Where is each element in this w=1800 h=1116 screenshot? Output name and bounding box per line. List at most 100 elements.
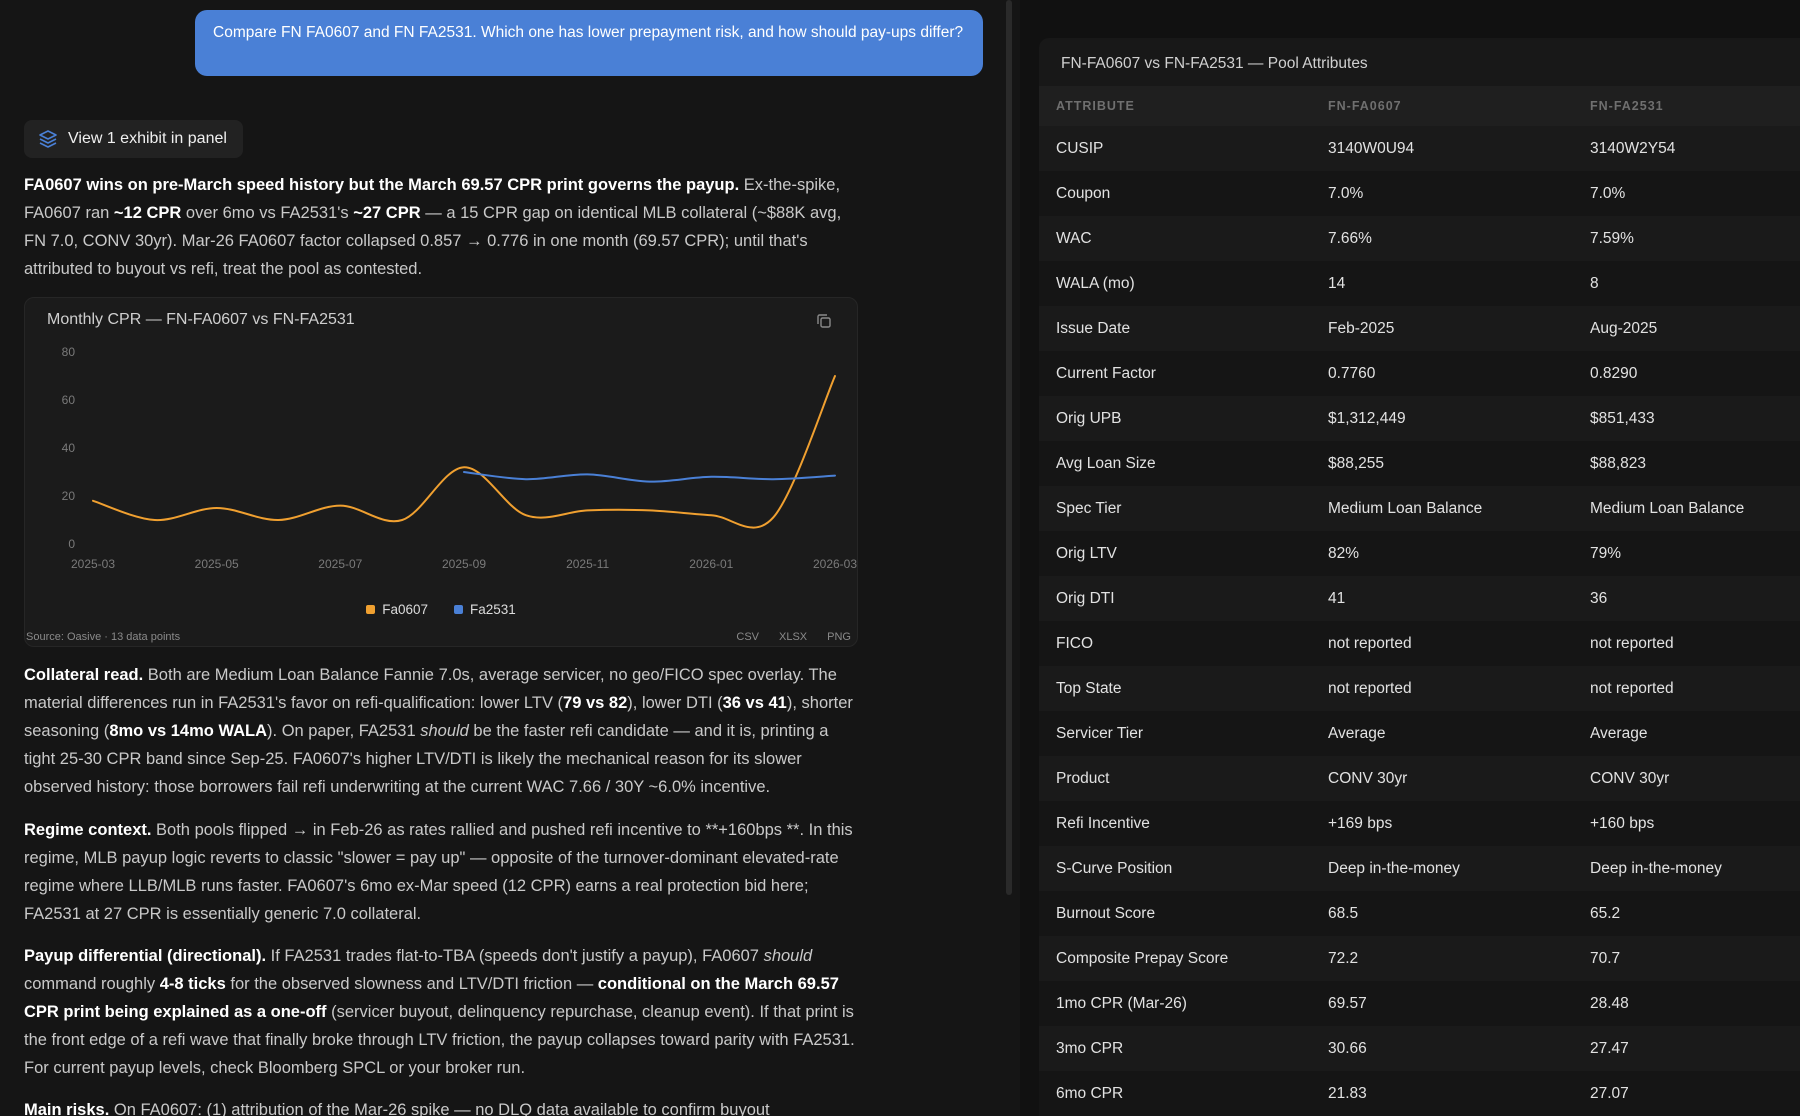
fa2531-value-cell: 70.7 xyxy=(1590,936,1800,981)
y-tick-label: 40 xyxy=(62,441,76,455)
table-row: WALA (mo) 14 8 xyxy=(1039,261,1800,306)
cpr-chart-card: Monthly CPR — FN-FA0607 vs FN-FA2531 0 20… xyxy=(24,297,858,647)
export-links: CSV XLSX PNG xyxy=(736,631,851,643)
attribute-name-cell: Orig LTV xyxy=(1039,531,1328,576)
attribute-name-cell: WALA (mo) xyxy=(1039,261,1328,306)
view-exhibit-button[interactable]: View 1 exhibit in panel xyxy=(24,120,243,158)
fa0607-value-cell: 72.2 xyxy=(1328,936,1590,981)
fa2531-value-cell: Deep in-the-money xyxy=(1590,846,1800,891)
legend-swatch-fa0607 xyxy=(366,605,376,614)
export-xlsx-button[interactable]: XLSX xyxy=(779,631,808,643)
fa0607-value-cell: not reported xyxy=(1328,621,1590,666)
export-csv-button[interactable]: CSV xyxy=(736,631,760,643)
chat-pane: Compare FN FA0607 and FN FA2531. Which o… xyxy=(24,10,983,1116)
fa2531-value-cell: not reported xyxy=(1590,666,1800,711)
layers-icon xyxy=(39,130,57,148)
attribute-name-cell: Composite Prepay Score xyxy=(1039,936,1328,981)
series-line-fa0607 xyxy=(92,375,836,529)
attribute-name-cell: Spec Tier xyxy=(1039,486,1328,531)
fa0607-value-cell: Average xyxy=(1328,711,1590,756)
chart-legend: Fa0607 Fa2531 xyxy=(25,602,857,617)
fa0607-value-cell: 30.66 xyxy=(1328,1026,1590,1071)
x-tick-label: 2025-03 xyxy=(71,557,115,571)
attribute-name-cell: Burnout Score xyxy=(1039,891,1328,936)
column-header-fa2531: FN-FA2531 xyxy=(1590,86,1800,126)
attribute-name-cell: WAC xyxy=(1039,216,1328,261)
fa2531-value-cell: 79% xyxy=(1590,531,1800,576)
export-png-button[interactable]: PNG xyxy=(827,631,851,643)
fa0607-value-cell: 7.66% xyxy=(1328,216,1590,261)
fa0607-value-cell: 3140W0U94 xyxy=(1328,126,1590,171)
attribute-name-cell: Product xyxy=(1039,756,1328,801)
fa2531-value-cell: not reported xyxy=(1590,621,1800,666)
fa2531-value-cell: $88,823 xyxy=(1590,441,1800,486)
fa0607-value-cell: 0.7760 xyxy=(1328,351,1590,396)
chart-title: Monthly CPR — FN-FA0607 vs FN-FA2531 xyxy=(47,311,355,328)
fa2531-value-cell: 27.47 xyxy=(1590,1026,1800,1071)
fa2531-value-cell: Medium Loan Balance xyxy=(1590,486,1800,531)
fa0607-value-cell: 82% xyxy=(1328,531,1590,576)
view-exhibit-label: View 1 exhibit in panel xyxy=(68,130,227,147)
legend-label-fa0607: Fa0607 xyxy=(382,602,428,617)
fa0607-value-cell: 68.5 xyxy=(1328,891,1590,936)
pool-attributes-table: ATTRIBUTE FN-FA0607 FN-FA2531 CUSIP 3140W… xyxy=(1039,86,1800,1116)
fa2531-value-cell: Aug-2025 xyxy=(1590,306,1800,351)
table-row: Top State not reported not reported xyxy=(1039,666,1800,711)
fa2531-value-cell: 0.8290 xyxy=(1590,351,1800,396)
table-row: CUSIP 3140W0U94 3140W2Y54 xyxy=(1039,126,1800,171)
legend-swatch-fa2531 xyxy=(454,605,463,614)
table-row: Avg Loan Size $88,255 $88,823 xyxy=(1039,441,1800,486)
attribute-name-cell: Refi Incentive xyxy=(1039,801,1328,846)
fa0607-value-cell: $1,312,449 xyxy=(1328,396,1590,441)
table-row: Orig LTV 82% 79% xyxy=(1039,531,1800,576)
table-row: Orig DTI 41 36 xyxy=(1039,576,1800,621)
fa2531-value-cell: 7.0% xyxy=(1590,171,1800,216)
fa2531-value-cell: 8 xyxy=(1590,261,1800,306)
fa2531-value-cell: 36 xyxy=(1590,576,1800,621)
x-tick-label: 2025-11 xyxy=(566,557,609,571)
attribute-name-cell: Top State xyxy=(1039,666,1328,711)
fa0607-value-cell: 41 xyxy=(1328,576,1590,621)
fa2531-value-cell: 65.2 xyxy=(1590,891,1800,936)
attribute-name-cell: 1mo CPR (Mar-26) xyxy=(1039,981,1328,1026)
column-header-fa0607: FN-FA0607 xyxy=(1328,86,1590,126)
answer-paragraph-regime: Regime context. Both pools flipped → in … xyxy=(24,821,853,923)
x-tick-label: 2026-01 xyxy=(689,557,733,571)
table-row: FICO not reported not reported xyxy=(1039,621,1800,666)
x-tick-label: 2025-07 xyxy=(318,557,362,571)
fa0607-value-cell: +169 bps xyxy=(1328,801,1590,846)
table-header-row: ATTRIBUTE FN-FA0607 FN-FA2531 xyxy=(1039,86,1800,126)
x-tick-label: 2025-05 xyxy=(195,557,239,571)
pane-resize-handle[interactable] xyxy=(1006,0,1012,895)
fa2531-value-cell: 28.48 xyxy=(1590,981,1800,1026)
table-row: WAC 7.66% 7.59% xyxy=(1039,216,1800,261)
fa2531-value-cell: CONV 30yr xyxy=(1590,756,1800,801)
fa2531-value-cell: $851,433 xyxy=(1590,396,1800,441)
fa0607-value-cell: Medium Loan Balance xyxy=(1328,486,1590,531)
user-message: Compare FN FA0607 and FN FA2531. Which o… xyxy=(195,10,983,76)
y-tick-label: 20 xyxy=(62,489,76,503)
fa0607-value-cell: $88,255 xyxy=(1328,441,1590,486)
table-row: S-Curve Position Deep in-the-money Deep in… xyxy=(1039,846,1800,891)
attribute-name-cell: Orig DTI xyxy=(1039,576,1328,621)
attribute-name-cell: Avg Loan Size xyxy=(1039,441,1328,486)
y-tick-label: 0 xyxy=(68,537,75,551)
fa0607-value-cell: 69.57 xyxy=(1328,981,1590,1026)
table-row: Issue Date Feb-2025 Aug-2025 xyxy=(1039,306,1800,351)
attribute-name-cell: 3mo CPR xyxy=(1039,1026,1328,1071)
copy-icon[interactable] xyxy=(815,312,833,330)
attribute-name-cell: CUSIP xyxy=(1039,126,1328,171)
attribute-name-cell: Orig UPB xyxy=(1039,396,1328,441)
answer-paragraph-risks: Main risks. On FA0607: (1) attribution o… xyxy=(24,1101,770,1116)
legend-item-fa2531: Fa2531 xyxy=(454,602,516,617)
table-row: Product CONV 30yr CONV 30yr xyxy=(1039,756,1800,801)
table-row: 3mo CPR 30.66 27.47 xyxy=(1039,1026,1800,1071)
attribute-name-cell: 6mo CPR xyxy=(1039,1071,1328,1116)
table-row: Current Factor 0.7760 0.8290 xyxy=(1039,351,1800,396)
fa0607-value-cell: CONV 30yr xyxy=(1328,756,1590,801)
fa2531-value-cell: 27.07 xyxy=(1590,1071,1800,1116)
answer-paragraph-payup: Payup differential (directional). If FA2… xyxy=(24,947,855,1077)
y-tick-label: 80 xyxy=(62,345,76,359)
fa0607-value-cell: Deep in-the-money xyxy=(1328,846,1590,891)
exhibit-panel: FN-FA0607 vs FN-FA2531 — Pool Attributes… xyxy=(1020,0,1800,1116)
